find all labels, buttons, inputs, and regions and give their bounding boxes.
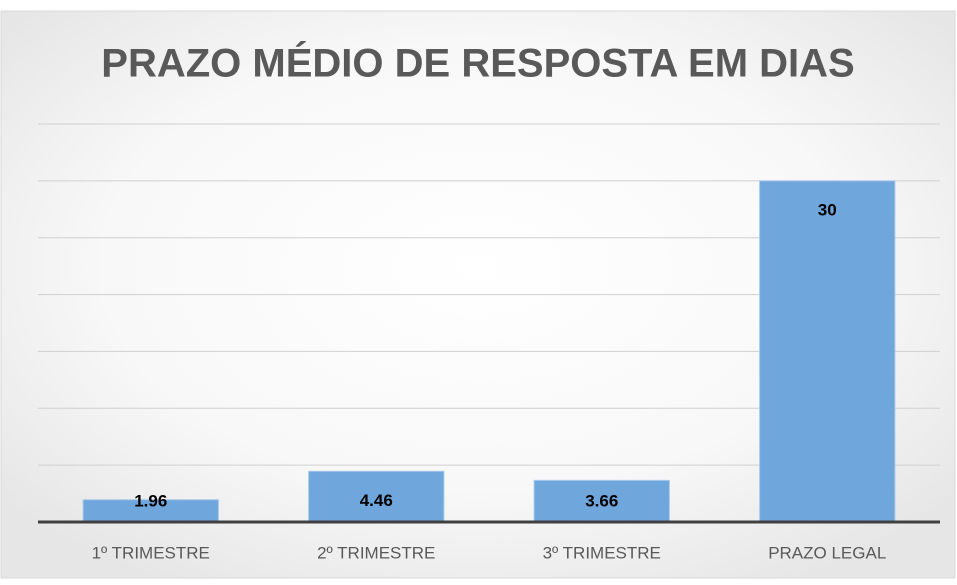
bar: [308, 470, 445, 523]
data-label: 3.66: [585, 491, 618, 510]
x-tick-label: 1º TRIMESTRE: [92, 543, 210, 562]
chart-title: PRAZO MÉDIO DE RESPOSTA EM DIAS: [101, 41, 854, 86]
data-label: 4.46: [360, 491, 393, 510]
x-tick-label: PRAZO LEGAL: [768, 543, 886, 562]
data-label: 30: [818, 200, 837, 219]
data-label: 1.96: [134, 491, 167, 510]
x-tick-label: 3º TRIMESTRE: [543, 543, 661, 562]
bar: [759, 180, 896, 523]
bar: [533, 479, 670, 523]
x-tick-label: 2º TRIMESTRE: [317, 543, 435, 562]
